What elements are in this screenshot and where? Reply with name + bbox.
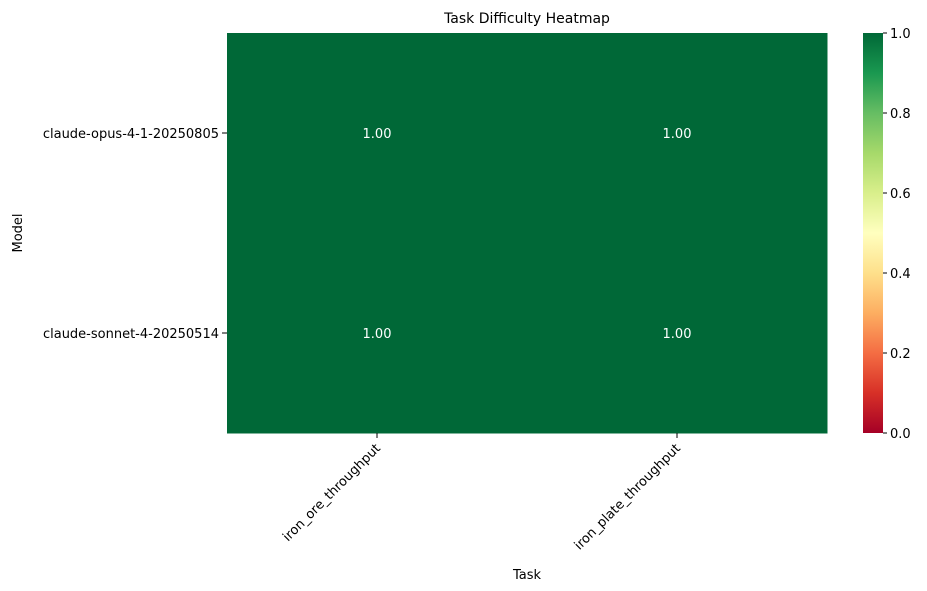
heatmap-cell: [527, 33, 828, 234]
y-tick-label: claude-sonnet-4-20250514: [43, 327, 219, 342]
colorbar-ticks: 0.0 0.2 0.4 0.6 0.8 1.0: [883, 27, 911, 442]
heatmap-cell: [227, 33, 528, 234]
cell-value-label: 1.00: [663, 327, 692, 342]
colorbar-tick-label: 1.0: [890, 27, 911, 42]
y-axis-label: Model: [11, 213, 26, 252]
x-axis-label: Task: [512, 568, 542, 583]
x-tick-label: iron_plate_throughput: [572, 441, 684, 553]
heatmap-cell: [527, 233, 828, 434]
chart-title: Task Difficulty Heatmap: [443, 11, 610, 27]
y-axis-ticks: claude-opus-4-1-20250805 claude-sonnet-4-…: [43, 127, 227, 342]
colorbar-tick-label: 0.8: [890, 107, 911, 122]
cell-annotations: 1.00 1.00 1.00 1.00: [363, 127, 692, 342]
colorbar-tick-label: 0.4: [890, 267, 911, 282]
colorbar-tick-label: 0.2: [890, 347, 911, 362]
x-axis-ticks: iron_ore_throughput iron_plate_throughput: [280, 433, 684, 553]
heatmap-cell: [227, 233, 528, 434]
y-tick-label: claude-opus-4-1-20250805: [43, 127, 219, 142]
colorbar: [863, 33, 883, 433]
cell-value-label: 1.00: [663, 127, 692, 142]
heatmap-cells: [227, 33, 828, 434]
colorbar-tick-label: 0.0: [890, 427, 911, 442]
cell-value-label: 1.00: [363, 127, 392, 142]
colorbar-tick-label: 0.6: [890, 187, 911, 202]
cell-value-label: 1.00: [363, 327, 392, 342]
x-tick-label: iron_ore_throughput: [280, 441, 384, 545]
